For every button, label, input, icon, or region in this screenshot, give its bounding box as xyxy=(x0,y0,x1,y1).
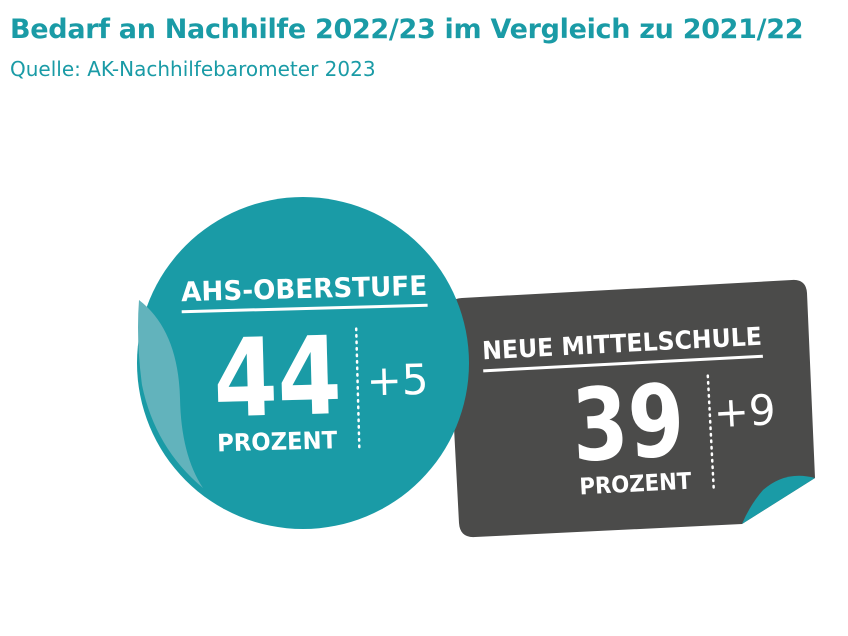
sticker-value: 44 xyxy=(212,314,343,442)
chart-source: Quelle: AK-Nachhilfebarometer 2023 xyxy=(10,57,376,81)
sticker-dark-body xyxy=(447,279,815,538)
sticker-change: +9 xyxy=(713,385,777,437)
dotted-divider xyxy=(354,327,361,450)
sticker-unit: PROZENT xyxy=(217,426,338,457)
sticker-neue-mittelschule: NEUE MITTELSCHULE 39 PROZENT +9 xyxy=(447,279,815,538)
sticker-teal-curl xyxy=(138,300,203,488)
sticker-value: 39 xyxy=(569,362,687,485)
sticker-ahs-oberstufe: AHS-OBERSTUFE 44 PROZENT +5 xyxy=(137,197,469,529)
dotted-divider xyxy=(706,374,715,489)
label-underline xyxy=(483,354,763,373)
chart-title: Bedarf an Nachhilfe 2022/23 im Vergleich… xyxy=(10,14,804,45)
sticker-label: AHS-OBERSTUFE xyxy=(181,271,428,308)
sticker-dark-curl xyxy=(742,475,815,524)
sticker-change: +5 xyxy=(366,355,429,406)
sticker-unit: PROZENT xyxy=(579,469,692,501)
label-underline xyxy=(181,303,428,314)
sticker-teal-body xyxy=(137,197,469,529)
